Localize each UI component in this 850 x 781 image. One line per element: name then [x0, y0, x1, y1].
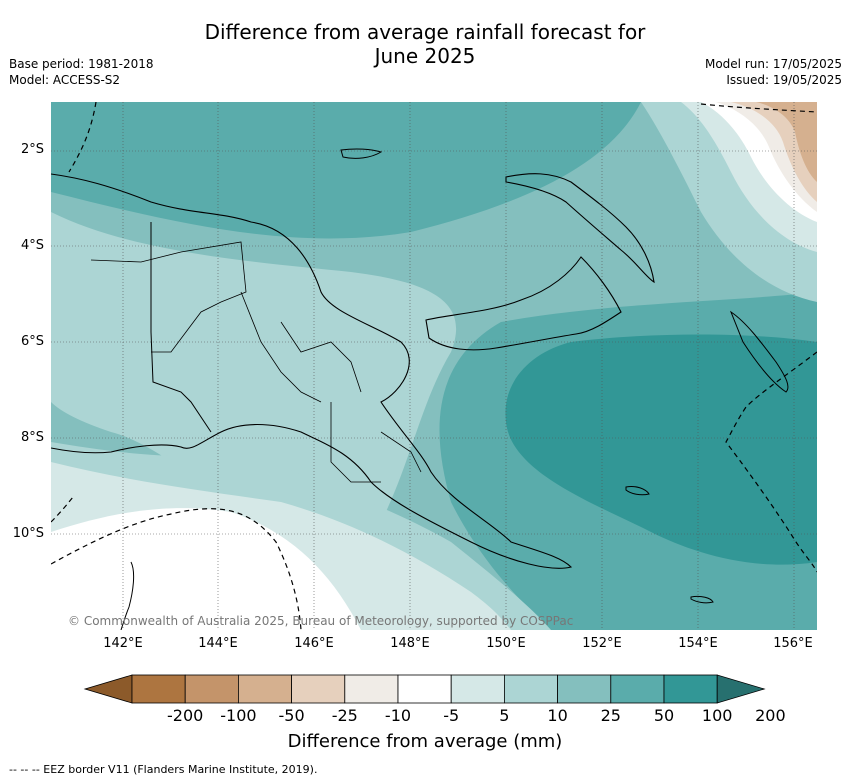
- lat-label-4s: 4°S: [20, 238, 44, 253]
- colorbar: [80, 672, 770, 708]
- lon-label-148e: 148°E: [390, 636, 430, 651]
- map-title: Difference from average rainfall forecas…: [0, 20, 850, 68]
- bougainville-island: [729, 310, 789, 393]
- new-britain-island: [425, 256, 622, 351]
- lat-label-10s: 10°S: [12, 526, 44, 541]
- new-ireland-island: [505, 173, 655, 284]
- colorbar-cell: [237, 674, 292, 704]
- colorbar-cell: [131, 674, 186, 704]
- colorbar-tick-label: -25: [331, 706, 358, 725]
- international-border: [150, 222, 212, 433]
- lat-label-8s: 8°S: [20, 430, 44, 445]
- eez-borders: [51, 102, 817, 630]
- province-borders: [90, 241, 422, 483]
- band-white-sw: [51, 508, 361, 630]
- base-model-info: Base period: 1981-2018 Model: ACCESS-S2: [9, 56, 154, 88]
- lon-label-152e: 152°E: [582, 636, 622, 651]
- colorbar-cell: [397, 674, 452, 704]
- colorbar-extend-high: [716, 674, 766, 704]
- run-issue-info: Model run: 17/05/2025 Issued: 19/05/2025: [705, 56, 842, 88]
- band-5-10-mainland: [51, 212, 457, 549]
- lon-label-154e: 154°E: [678, 636, 718, 651]
- band-25-50-north: [51, 102, 641, 239]
- colorbar-tick-label: 200: [755, 706, 786, 725]
- colorbar-cell: [184, 674, 239, 704]
- band-ne-brown: [756, 102, 817, 182]
- colorbar-tick-label: -5: [443, 706, 460, 725]
- model-run: Model run: 17/05/2025: [704, 57, 842, 71]
- colorbar-cell: [344, 674, 399, 704]
- colorbar-cell: [610, 674, 665, 704]
- colorbar-cell: [503, 674, 558, 704]
- colorbar-cell: [450, 674, 505, 704]
- graticule: [51, 102, 817, 630]
- colorbar-tick-label: -50: [278, 706, 305, 725]
- colorbar-tick-label: 25: [600, 706, 621, 725]
- lon-label-144e: 144°E: [198, 636, 238, 651]
- colorbar-tick-label: 10: [547, 706, 568, 725]
- eez-legend-note: -- -- -- EEZ border V11 (Flanders Marine…: [9, 763, 318, 776]
- title-line-1: Difference from average rainfall forecas…: [204, 20, 646, 44]
- colorbar-cell: [663, 674, 718, 704]
- colorbar-tick-label: -200: [167, 706, 204, 725]
- colorbar-extend-low: [83, 674, 133, 704]
- lat-label-2s: 2°S: [20, 142, 44, 157]
- lon-label-156e: 156°E: [773, 636, 813, 651]
- base-period: Base period: 1981-2018: [9, 57, 154, 71]
- issued-date: Issued: 19/05/2025: [726, 73, 842, 87]
- cape-york-coast: [120, 561, 135, 630]
- lon-label-142e: 142°E: [103, 636, 143, 651]
- colorbar-tick-label: 50: [653, 706, 675, 725]
- map-canvas: [51, 102, 817, 630]
- lon-label-146e: 146°E: [294, 636, 334, 651]
- colorbar-tick-label: 5: [499, 706, 510, 725]
- new-guinea-coastline: [51, 173, 573, 569]
- model-name: Model: ACCESS-S2: [9, 73, 121, 87]
- rainfall-map: [51, 102, 817, 630]
- colorbar-cell: [291, 674, 346, 704]
- colorbar-cell: [557, 674, 612, 704]
- lat-label-6s: 6°S: [20, 334, 44, 349]
- colorbar-label: Difference from average (mm): [287, 731, 563, 752]
- lon-label-150e: 150°E: [486, 636, 526, 651]
- band-50-100-core: [505, 334, 817, 565]
- colorbar-tick-label: 100: [701, 706, 733, 725]
- colorbar-tick-label: -100: [220, 706, 257, 725]
- manus-island: [340, 148, 383, 159]
- copyright-notice: © Commonwealth of Australia 2025, Bureau…: [68, 614, 574, 628]
- colorbar-tick-label: -10: [384, 706, 412, 725]
- colorbar-svg: [83, 674, 766, 704]
- solomon-islands: [625, 486, 714, 604]
- title-line-2: June 2025: [374, 44, 476, 68]
